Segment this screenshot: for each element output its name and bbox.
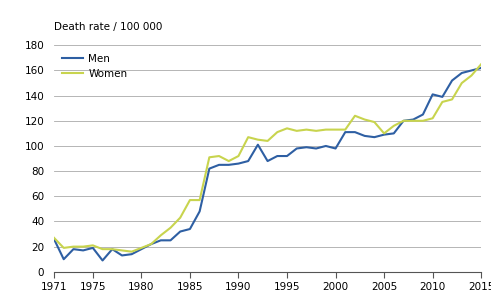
Women: [61, 246, 67, 250]
Women: [294, 129, 300, 133]
Women: [167, 226, 173, 230]
Women: [216, 154, 222, 158]
Women: [459, 81, 464, 85]
Men: [323, 144, 329, 148]
Men: [129, 252, 135, 256]
Women: [80, 245, 86, 249]
Men: [284, 154, 290, 158]
Women: [119, 249, 125, 252]
Men: [80, 249, 86, 252]
Women: [468, 74, 474, 77]
Men: [362, 134, 368, 138]
Women: [226, 159, 232, 163]
Men: [391, 132, 397, 135]
Women: [255, 138, 261, 141]
Women: [478, 63, 484, 66]
Women: [284, 127, 290, 130]
Men: [265, 159, 271, 163]
Women: [187, 198, 193, 202]
Men: [119, 254, 125, 257]
Men: [167, 239, 173, 242]
Men: [216, 163, 222, 167]
Women: [245, 135, 251, 139]
Women: [449, 98, 455, 101]
Men: [401, 119, 407, 123]
Men: [352, 130, 358, 134]
Women: [100, 247, 106, 251]
Men: [138, 247, 144, 251]
Women: [236, 154, 242, 158]
Men: [303, 145, 309, 149]
Women: [410, 119, 416, 123]
Women: [197, 198, 203, 202]
Men: [372, 135, 378, 139]
Men: [90, 246, 96, 250]
Men: [459, 71, 464, 75]
Women: [303, 128, 309, 131]
Women: [274, 130, 280, 134]
Women: [71, 245, 77, 249]
Men: [206, 167, 212, 170]
Women: [439, 100, 445, 104]
Women: [342, 128, 348, 131]
Men: [245, 159, 251, 163]
Women: [362, 118, 368, 121]
Men: [100, 259, 106, 262]
Women: [420, 119, 426, 123]
Women: [391, 124, 397, 128]
Men: [313, 147, 319, 150]
Men: [410, 118, 416, 121]
Men: [342, 130, 348, 134]
Women: [313, 129, 319, 133]
Women: [352, 114, 358, 117]
Women: [51, 236, 57, 240]
Men: [51, 237, 57, 241]
Women: [323, 128, 329, 131]
Women: [401, 119, 407, 123]
Legend: Men, Women: Men, Women: [59, 50, 131, 82]
Men: [420, 113, 426, 116]
Men: [274, 154, 280, 158]
Men: [439, 95, 445, 99]
Women: [332, 128, 338, 131]
Women: [265, 139, 271, 143]
Men: [430, 92, 436, 96]
Men: [236, 162, 242, 165]
Men: [255, 143, 261, 146]
Men: [197, 210, 203, 213]
Men: [109, 247, 115, 251]
Women: [90, 243, 96, 247]
Women: [109, 247, 115, 251]
Men: [468, 69, 474, 72]
Women: [138, 246, 144, 250]
Men: [294, 147, 300, 150]
Women: [177, 216, 183, 220]
Text: Death rate / 100 000: Death rate / 100 000: [54, 22, 163, 32]
Women: [129, 250, 135, 253]
Men: [61, 257, 67, 261]
Women: [372, 120, 378, 124]
Line: Men: Men: [54, 68, 481, 260]
Men: [187, 227, 193, 231]
Men: [478, 66, 484, 70]
Men: [381, 133, 387, 137]
Men: [226, 163, 232, 167]
Women: [381, 132, 387, 135]
Men: [148, 242, 154, 246]
Men: [332, 147, 338, 150]
Women: [206, 156, 212, 159]
Women: [430, 117, 436, 120]
Men: [158, 239, 164, 242]
Women: [158, 233, 164, 237]
Men: [71, 247, 77, 251]
Men: [177, 230, 183, 233]
Line: Women: Women: [54, 64, 481, 252]
Women: [148, 242, 154, 246]
Men: [449, 79, 455, 82]
